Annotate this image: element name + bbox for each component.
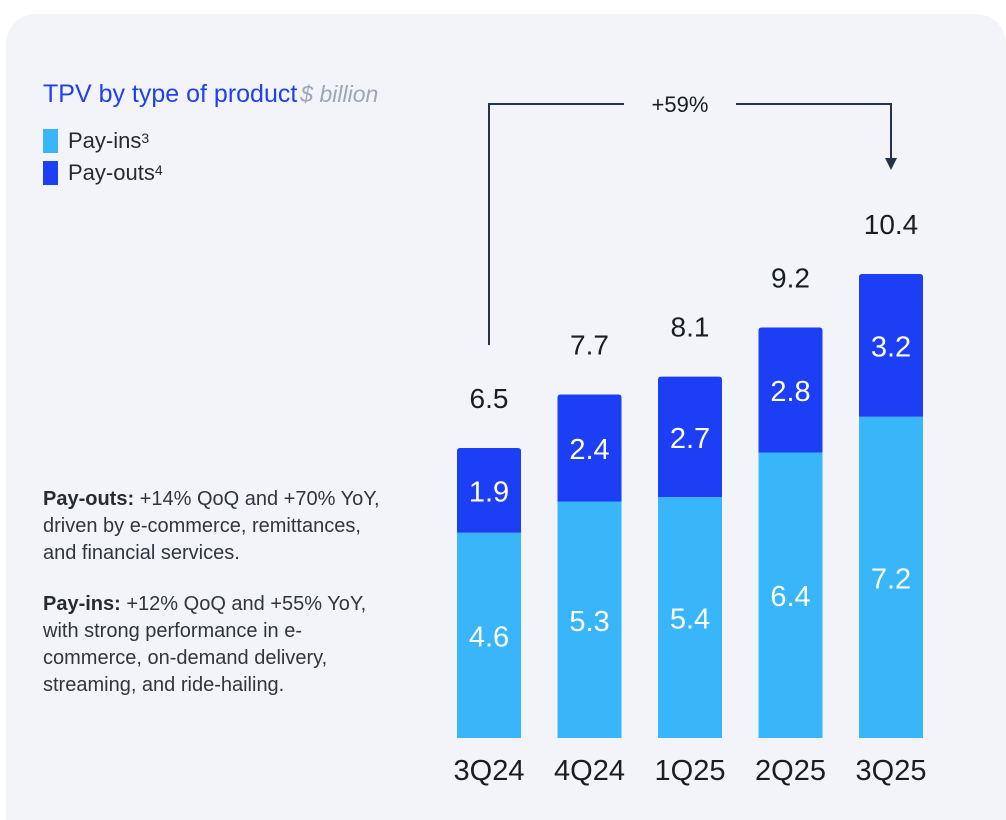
note-payins-heading: Pay-ins: xyxy=(43,593,121,615)
bar-segment-payins-4q24 xyxy=(557,501,622,738)
note-payouts-text: +14% QoQ and +70% YoY, driven by e-comme… xyxy=(43,488,380,564)
bar-segment-payouts-3q25 xyxy=(859,274,923,417)
value-label-payins-3q25: 7.2 xyxy=(871,563,911,595)
chart-title: TPV by type of product $ billion xyxy=(43,80,378,109)
value-label-payins-4q24: 5.3 xyxy=(569,606,609,638)
value-label-payouts-3q25: 3.2 xyxy=(871,331,911,363)
value-label-payins-2q25: 6.4 xyxy=(770,581,810,613)
x-tick-label-1q25: 1Q25 xyxy=(655,755,726,787)
growth-label: +59% xyxy=(652,92,709,117)
bar-segment-payins-3q24 xyxy=(457,532,521,738)
bar-segment-payouts-4q24 xyxy=(557,394,622,502)
legend-item-payins: Pay-ins 3 xyxy=(43,126,163,156)
x-tick-label-2q25: 2Q25 xyxy=(755,755,826,787)
total-label-3q24: 6.5 xyxy=(470,383,509,414)
commentary: Pay-outs: +14% QoQ and +70% YoY, driven … xyxy=(43,486,393,723)
value-label-payouts-1q25: 2.7 xyxy=(670,423,710,455)
growth-arrow-line xyxy=(488,103,892,345)
bar-segment-payins-3q25 xyxy=(859,416,923,738)
legend-label-payouts: Pay-outs xyxy=(68,160,155,185)
value-label-payouts-3q24: 1.9 xyxy=(469,476,509,508)
total-label-3q25: 10.4 xyxy=(864,209,919,240)
bar-segment-payouts-2q25 xyxy=(758,327,823,453)
bar-segment-payouts-1q25 xyxy=(658,376,722,498)
x-tick-label-4q24: 4Q24 xyxy=(554,755,625,787)
bar-segment-payins-1q25 xyxy=(658,497,722,738)
legend-footnote-payouts: 4 xyxy=(154,162,163,178)
x-tick-label-3q25: 3Q25 xyxy=(856,755,927,787)
x-tick-label-3q24: 3Q24 xyxy=(454,755,525,787)
value-label-payins-3q24: 4.6 xyxy=(469,621,509,653)
note-payins: Pay-ins: +12% QoQ and +55% YoY, with str… xyxy=(43,591,393,699)
value-label-payouts-2q25: 2.8 xyxy=(770,376,810,408)
bar-segment-payouts-3q24 xyxy=(457,448,521,533)
note-payins-text: +12% QoQ and +55% YoY, with strong perfo… xyxy=(43,593,367,696)
title-text: TPV by type of product xyxy=(43,80,298,108)
legend-footnote-payins: 3 xyxy=(141,130,150,146)
note-payouts-heading: Pay-outs: xyxy=(43,488,135,510)
total-label-4q24: 7.7 xyxy=(570,329,609,360)
legend-swatch-payouts xyxy=(43,161,58,185)
value-label-payouts-4q24: 2.4 xyxy=(569,434,609,466)
legend: Pay-ins 3 Pay-outs 4 xyxy=(43,126,163,190)
total-label-2q25: 9.2 xyxy=(771,263,810,294)
legend-label-payins: Pay-ins xyxy=(68,128,142,153)
growth-arrow-head xyxy=(885,158,897,170)
value-label-payins-1q25: 5.4 xyxy=(670,604,710,636)
unit-label: $ billion xyxy=(300,81,379,107)
total-label-1q25: 8.1 xyxy=(671,312,710,343)
note-payouts: Pay-outs: +14% QoQ and +70% YoY, driven … xyxy=(43,486,393,567)
bar-segment-payins-2q25 xyxy=(758,452,823,738)
legend-item-payouts: Pay-outs 4 xyxy=(43,158,163,188)
legend-swatch-payins xyxy=(43,129,58,153)
